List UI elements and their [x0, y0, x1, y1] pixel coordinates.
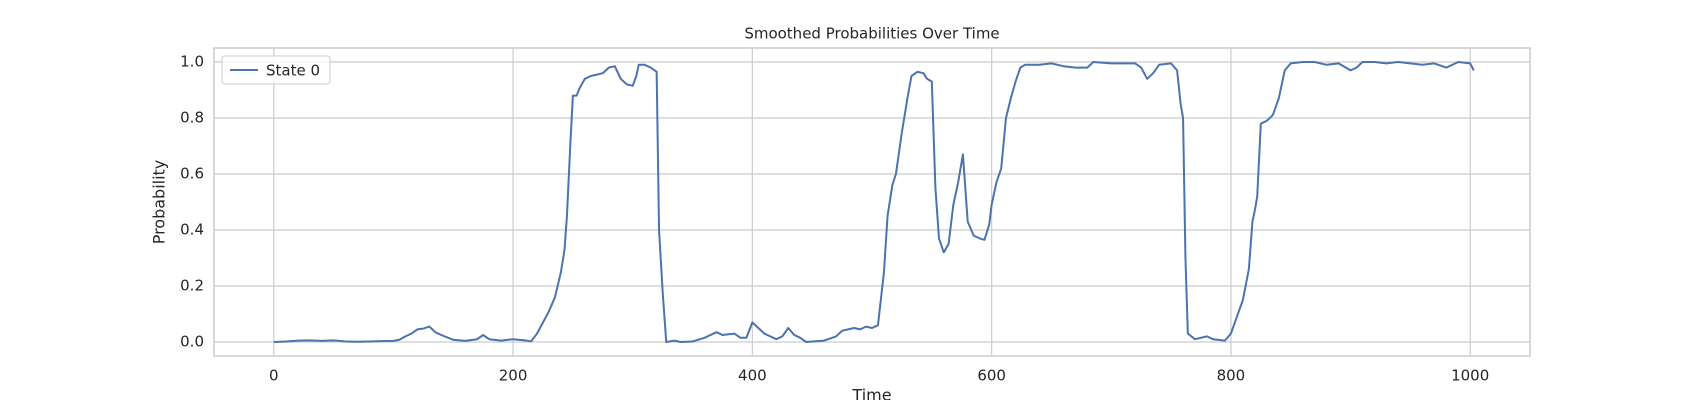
plot-area: [213, 47, 1531, 357]
y-tick-label: 0.6: [180, 165, 204, 183]
x-tick-label: 600: [977, 367, 1006, 385]
x-tick-label: 1000: [1451, 367, 1489, 385]
y-tick-label: 0.8: [180, 109, 204, 127]
x-tick-label: 800: [1217, 367, 1246, 385]
y-tick-label: 0.4: [180, 221, 204, 239]
chart-title: Smoothed Probabilities Over Time: [744, 25, 999, 43]
data-line: [273, 61, 1475, 343]
x-tick-label: 0: [269, 367, 279, 385]
x-axis-label: Time: [851, 386, 891, 400]
legend-label: State 0: [266, 62, 320, 80]
legend-box: [221, 55, 331, 85]
y-tick-label: 0.0: [180, 333, 204, 351]
x-tick-label: 400: [738, 367, 767, 385]
y-axis-label: Probability: [150, 160, 169, 245]
x-tick-label: 200: [499, 367, 528, 385]
y-tick-label: 0.2: [180, 277, 204, 295]
y-tick-label: 1.0: [180, 53, 204, 71]
